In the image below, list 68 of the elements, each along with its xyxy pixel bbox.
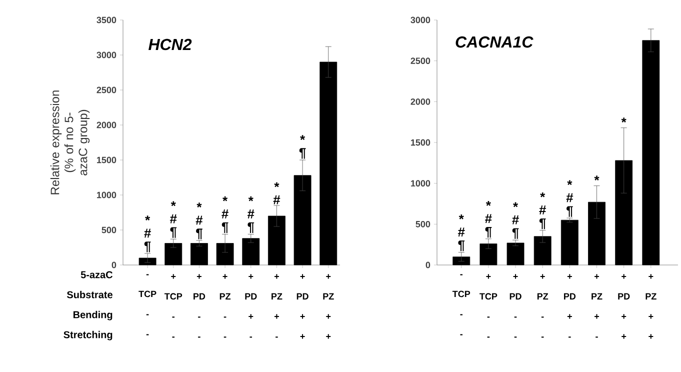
bar [506,242,524,266]
text: Bending [73,310,112,320]
data-label: * # ¶ [512,202,519,239]
category-label: + PD - - [194,274,206,338]
category-label: + PZ + - [592,274,602,338]
y-tick-label: 1500 [97,156,116,164]
data-label: * # ¶ [247,196,254,233]
category-label: + PZ + + [323,274,334,339]
bar [268,216,286,266]
y-tick-label: 1000 [97,192,116,198]
category-label: - TCP - - [452,274,470,336]
bar [320,62,338,266]
data-label: * # ¶ [222,196,228,233]
category-label: + PZ - - [537,274,548,338]
data-label: * ¶ [299,135,306,159]
y-tick-label: 2500 [410,58,430,64]
data-label: * [594,176,600,180]
data-label: * # ¶ [485,201,492,238]
y-tick-label: 1500 [411,139,430,146]
category-label: + PD + - [245,274,257,338]
text: Substrate [66,290,112,298]
text: Stretching [64,330,112,340]
data-label: * # [273,182,280,204]
y-tick-label: 500 [416,220,430,228]
text: HCN2 [148,38,192,50]
y-tick-label: 1000 [411,180,430,187]
y-tick-label: 3500 [96,16,116,24]
y-tick-label: 2500 [96,86,116,94]
bar [242,238,260,266]
bar [588,202,606,266]
text: 5-azaC [80,271,113,278]
bar [480,244,498,266]
category-label: - TCP - - [138,274,156,336]
category-label: + TCP - - [164,274,182,338]
text: CACNA1C [456,36,534,48]
bar [294,175,312,266]
category-label: + PZ + - [272,274,282,338]
category-label: + PD - - [510,274,522,338]
y-tick-label: 0 [426,262,430,268]
data-label: * # ¶ [196,202,203,240]
y-tick-label: 3000 [96,52,116,58]
data-label: * # ¶ [539,192,546,230]
category-label: + PD + + [618,274,630,339]
bar [164,243,182,266]
category-label: + TCP - - [480,274,498,338]
data-label: * # ¶ [458,214,465,252]
y-tick-label: 2000 [96,122,116,128]
y-tick-label: 2000 [410,98,430,105]
bar [452,256,470,266]
y-tick-label: 0 [112,262,116,268]
bar [642,40,660,266]
category-label: + PD + + [296,274,308,339]
data-label: * [621,118,626,122]
y-tick-label: 500 [102,226,116,234]
bar [560,220,578,266]
data-label: * # ¶ [144,216,151,252]
bar [138,258,156,266]
y-tick-label: 3000 [410,16,430,24]
bar [190,243,208,266]
bar [615,160,633,266]
y-axis-title: Relative expression (% of no 5-azaC group) [50,90,90,194]
category-label: + PD + - [564,274,576,338]
category-label: + PZ - - [220,274,231,338]
bar [534,236,552,266]
category-label: + PZ + + [646,274,656,339]
bar [216,243,234,266]
data-label: * # ¶ [170,201,177,238]
data-label: * # ¶ [566,180,574,217]
